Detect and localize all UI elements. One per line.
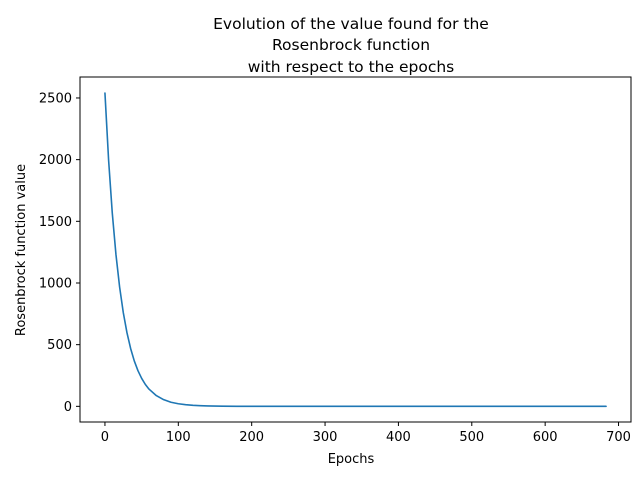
chart-title: Evolution of the value found for the Ros…	[213, 15, 489, 76]
x-tick-label: 100	[166, 430, 191, 445]
chart-title-line-1: Evolution of the value found for the	[213, 15, 489, 33]
y-tick-label: 1000	[39, 276, 72, 291]
x-tick-label: 500	[459, 430, 484, 445]
x-tick-label: 300	[313, 430, 338, 445]
y-tick-label: 500	[47, 338, 72, 353]
x-axis-label: Epochs	[328, 452, 375, 467]
y-axis-ticks: 0 500 1000 1500 2000 2500	[39, 91, 80, 415]
plot-area	[104, 92, 607, 408]
x-axis-ticks: 0 100 200 300 400 500 600 700	[101, 422, 631, 445]
y-axis-label: Rosenbrock function value	[14, 164, 29, 336]
chart-title-line-2: Rosenbrock function	[272, 36, 430, 54]
y-tick-label: 2000	[39, 153, 72, 168]
x-tick-label: 600	[533, 430, 558, 445]
x-tick-label: 200	[239, 430, 264, 445]
x-tick-label: 700	[606, 430, 631, 445]
x-tick-label: 400	[386, 430, 411, 445]
series-line-0	[104, 92, 607, 408]
y-tick-label: 1500	[39, 215, 72, 230]
plot-frame	[79, 76, 632, 423]
y-tick-label: 0	[64, 400, 72, 415]
y-tick-label: 2500	[39, 91, 72, 106]
x-tick-label: 0	[101, 430, 109, 445]
chart-title-line-3: with respect to the epochs	[248, 58, 455, 76]
